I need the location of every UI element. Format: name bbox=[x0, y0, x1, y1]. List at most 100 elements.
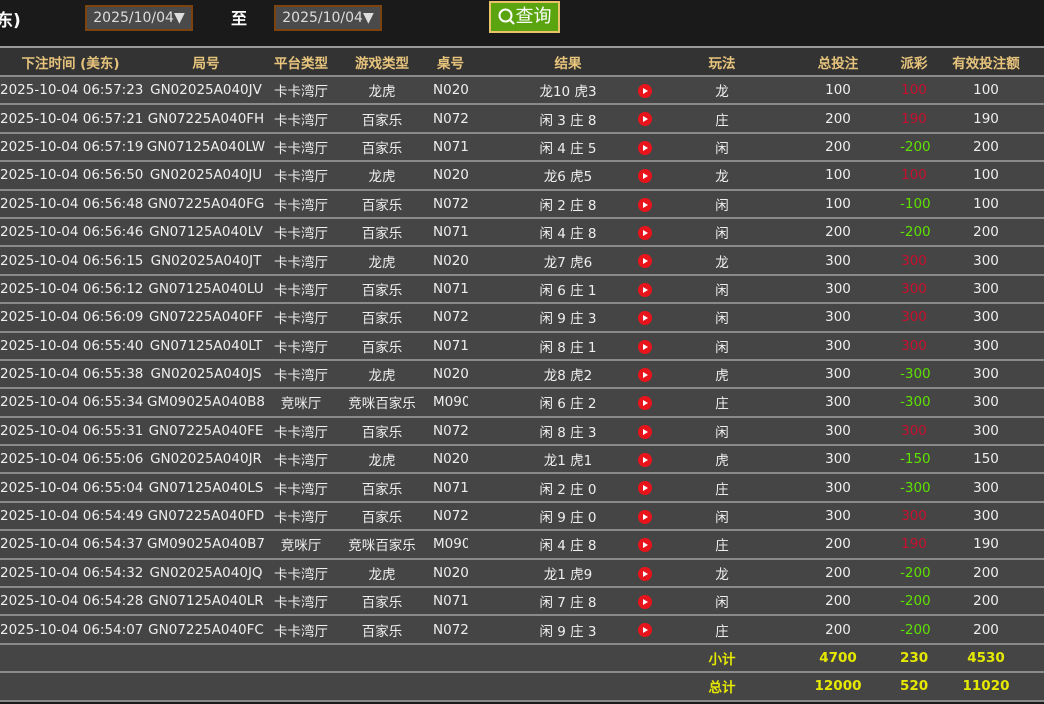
start-date-select[interactable]: 2025/10/04▼ bbox=[85, 5, 193, 31]
play-replay-icon[interactable] bbox=[638, 339, 652, 354]
total-bet-text: 100 bbox=[825, 167, 851, 184]
payout-cell: -200 bbox=[900, 132, 931, 163]
play-replay-icon[interactable] bbox=[638, 509, 652, 524]
table-row: 2025-10-04 06:56:15 GN02025A040JT 卡卡湾厅 龙虎 N0… bbox=[0, 246, 1044, 276]
platform-text: 卡卡湾厅 bbox=[274, 226, 328, 243]
payout-text: 300 bbox=[901, 337, 927, 354]
platform-cell: 卡卡湾厅 bbox=[271, 274, 331, 305]
round-id-text: GN07125A040LS bbox=[148, 479, 264, 496]
grand-total-label: 总计 bbox=[668, 672, 776, 702]
game-type-text: 百家乐 bbox=[361, 112, 403, 129]
play-replay-icon[interactable] bbox=[638, 538, 652, 553]
play-replay-icon[interactable] bbox=[638, 481, 652, 496]
play-replay-icon[interactable] bbox=[638, 367, 652, 382]
result-text: 闲 6 庄 2 bbox=[539, 396, 597, 413]
play-replay-icon[interactable] bbox=[638, 453, 652, 468]
table-row: 2025-10-04 06:54:28 GN07125A040LR 卡卡湾厅 百家乐 N… bbox=[0, 587, 1044, 617]
result-cell: 闲 9 庄 0 bbox=[468, 501, 668, 532]
table-row: 2025-10-04 06:55:34 GM09025A040B8 竞咪厅 竞咪百家乐… bbox=[0, 388, 1044, 418]
payout-cell: -200 bbox=[900, 558, 931, 589]
play-replay-icon[interactable] bbox=[638, 424, 652, 439]
play-replay-icon[interactable] bbox=[638, 197, 652, 212]
bet-time-text: 2025-10-04 06:57:19 bbox=[0, 138, 144, 155]
col-result[interactable]: 结果 bbox=[468, 48, 668, 77]
play-replay-icon[interactable] bbox=[638, 623, 652, 638]
play-replay-icon[interactable] bbox=[638, 566, 652, 581]
game-type-text: 百家乐 bbox=[361, 339, 403, 356]
play-replay-icon[interactable] bbox=[638, 282, 652, 297]
bet-time-text: 2025-10-04 06:55:34 bbox=[0, 394, 144, 411]
bet-type-cell: 庄 bbox=[668, 388, 776, 418]
bet-type-text: 龙 bbox=[715, 254, 729, 271]
valid-bet-text: 300 bbox=[973, 252, 999, 269]
bet-time-text: 2025-10-04 06:55:04 bbox=[0, 479, 144, 496]
bet-type-cell: 闲 bbox=[668, 501, 776, 532]
total-bet-text: 300 bbox=[825, 508, 851, 525]
valid-bet-text: 100 bbox=[973, 167, 999, 184]
bet-type-cell: 庄 bbox=[668, 615, 776, 645]
valid-bet-text: 100 bbox=[973, 82, 999, 99]
col-bet-type[interactable]: 玩法 bbox=[668, 48, 776, 77]
total-bet-cell: 100 bbox=[776, 76, 900, 106]
blank-cell bbox=[0, 672, 668, 702]
result-text: 闲 8 庄 3 bbox=[539, 424, 597, 441]
bet-time-cell: 2025-10-04 06:55:38 bbox=[0, 359, 143, 390]
payout-cell: -200 bbox=[900, 217, 931, 248]
play-replay-icon[interactable] bbox=[638, 311, 652, 326]
play-replay-icon[interactable] bbox=[638, 169, 652, 184]
search-icon bbox=[498, 8, 515, 25]
payout-cell: 100 bbox=[900, 76, 928, 106]
blank-cell bbox=[0, 643, 668, 674]
total-bet-cell: 200 bbox=[776, 558, 900, 589]
table-row: 2025-10-04 06:55:31 GN07225A040FE 卡卡湾厅 百家乐 N… bbox=[0, 416, 1044, 447]
game-type-cell: 龙虎 bbox=[331, 558, 433, 589]
valid-bet-text: 300 bbox=[973, 479, 999, 496]
play-replay-icon[interactable] bbox=[638, 254, 652, 269]
result-cell: 闲 6 庄 2 bbox=[468, 388, 668, 418]
payout-text: -200 bbox=[900, 138, 931, 155]
col-platform[interactable]: 平台类型 bbox=[271, 48, 331, 77]
round-id-text: GN07125A040LR bbox=[148, 593, 264, 610]
col-game-type[interactable]: 游戏类型 bbox=[331, 48, 433, 77]
bet-type-text: 闲 bbox=[715, 311, 729, 328]
round-id-cell: GN07125A040LS bbox=[141, 473, 271, 503]
col-bet-time[interactable]: 下注时间 (美东) bbox=[0, 48, 141, 77]
subtotal-valid-bet: 4530 bbox=[928, 643, 1044, 674]
col-valid-bet[interactable]: 有效投注额 bbox=[928, 48, 1044, 77]
total-bet-text: 300 bbox=[825, 366, 851, 383]
game-type-text: 竞咪百家乐 bbox=[348, 538, 416, 555]
col-round-id[interactable]: 局号 bbox=[141, 48, 271, 77]
col-total-bet[interactable]: 总投注 bbox=[776, 48, 900, 77]
play-replay-icon[interactable] bbox=[638, 84, 652, 98]
play-replay-icon[interactable] bbox=[638, 140, 652, 155]
result-cell: 闲 3 庄 8 bbox=[468, 104, 668, 134]
round-id-cell: GM09025A040B8 bbox=[141, 388, 271, 418]
platform-cell: 卡卡湾厅 bbox=[271, 501, 331, 532]
bet-time-text: 2025-10-04 06:55:40 bbox=[0, 337, 144, 354]
end-date-select[interactable]: 2025/10/04▼ bbox=[274, 5, 382, 31]
total-bet-cell: 300 bbox=[776, 303, 900, 333]
game-type-cell: 百家乐 bbox=[331, 331, 433, 361]
col-payout[interactable]: 派彩 bbox=[900, 48, 928, 77]
result-cell: 龙8 虎2 bbox=[468, 359, 668, 390]
game-type-text: 龙虎 bbox=[368, 566, 396, 583]
play-replay-icon[interactable] bbox=[638, 225, 652, 240]
play-replay-icon[interactable] bbox=[638, 396, 652, 411]
col-table-no[interactable]: 桌号 bbox=[433, 48, 468, 77]
game-type-cell: 百家乐 bbox=[331, 473, 433, 503]
table-no-cell: N020 bbox=[433, 359, 469, 390]
total-bet-cell: 200 bbox=[776, 587, 900, 617]
play-replay-icon[interactable] bbox=[638, 112, 652, 127]
bet-time-cell: 2025-10-04 06:56:46 bbox=[0, 217, 143, 248]
platform-cell: 卡卡湾厅 bbox=[271, 587, 331, 617]
payout-text: 300 bbox=[901, 309, 927, 326]
game-type-text: 龙虎 bbox=[368, 453, 396, 470]
play-replay-icon[interactable] bbox=[638, 595, 652, 610]
round-id-text: GM09025A040B7 bbox=[147, 536, 265, 553]
bet-type-cell: 龙 bbox=[668, 161, 776, 191]
payout-cell: 300 bbox=[900, 303, 928, 333]
query-button[interactable]: 查询 bbox=[489, 1, 560, 33]
game-type-text: 龙虎 bbox=[368, 169, 396, 186]
table-no-cell: N071 bbox=[433, 217, 469, 248]
round-id-text: GN07225A040FD bbox=[147, 508, 265, 525]
